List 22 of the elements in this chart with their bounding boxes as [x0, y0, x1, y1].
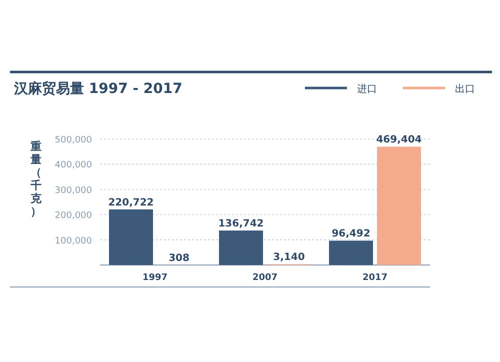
bar [329, 240, 373, 265]
legend-label: 出口 [455, 83, 475, 95]
y-tick-label: 400,000 [54, 160, 92, 171]
data-label: 3,140 [273, 252, 305, 264]
data-label: 220,722 [108, 197, 154, 208]
y-tick-label: 500,000 [54, 136, 92, 146]
y-tick-label: 100,000 [54, 236, 92, 246]
data-label: 469,404 [376, 134, 422, 146]
data-label: 136,742 [218, 218, 264, 230]
chart-title: 汉麻贸易量 1997 - 2017 [13, 80, 182, 97]
data-label: 308 [168, 252, 190, 264]
y-tick-label: 300,000 [54, 186, 92, 196]
x-tick-label: 2007 [252, 273, 278, 283]
bar [377, 146, 421, 265]
y-tick-label: 200,000 [54, 211, 92, 222]
bar [219, 230, 263, 265]
x-tick-label: 2017 [362, 273, 388, 283]
legend-label: 进口 [357, 83, 377, 95]
y-axis-title: 重量（千克） [30, 140, 42, 218]
data-label: 96,492 [332, 228, 370, 240]
x-tick-label: 1997 [142, 273, 168, 283]
bar [109, 209, 153, 265]
